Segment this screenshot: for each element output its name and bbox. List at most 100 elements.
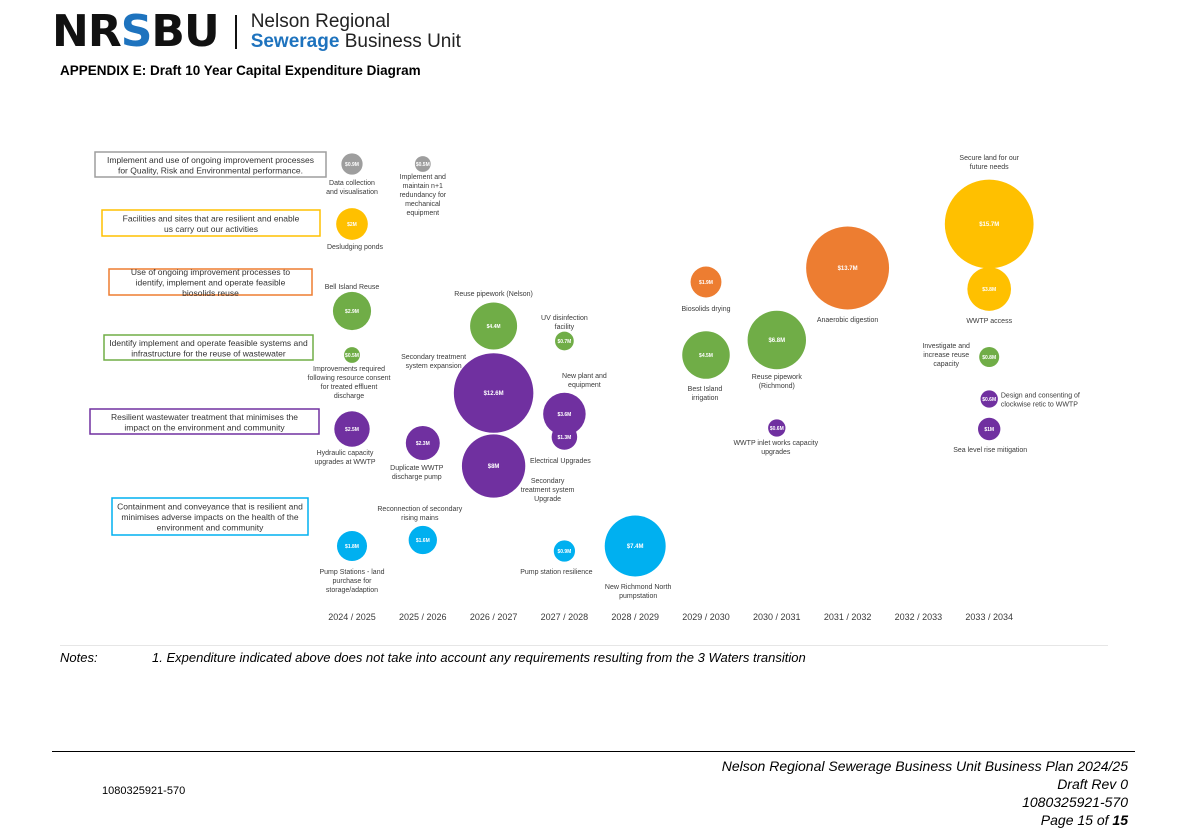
bubble-label: WWTP inlet works capacity upgrades <box>733 440 818 456</box>
bubble-green <box>470 302 518 350</box>
bubble-value-label: $6.8M <box>768 338 785 344</box>
bubble-value-label: $1.3M <box>557 435 571 441</box>
bubble-value-label: $0.6M <box>982 397 996 403</box>
notes-text: 1. Expenditure indicated above does not … <box>152 650 806 665</box>
legend-label: Implement and use of ongoing improvement… <box>107 155 314 176</box>
logo-mark: NRSBU <box>52 6 220 57</box>
bubble-label: Implement and maintain n+1 redundancy for m… <box>399 174 446 217</box>
bubble-label: Improvements required following resource … <box>308 366 391 400</box>
x-tick-label: 2024 / 2025 <box>328 612 376 622</box>
bubble-value-label: $2.5M <box>345 427 359 433</box>
bubble-label: Reuse pipework (Nelson) <box>454 291 533 298</box>
bubble-value-label: $0.5M <box>416 162 430 168</box>
legend-label: Identify implement and operate feasible … <box>109 338 308 359</box>
bubble-yellow <box>944 179 1034 269</box>
bubble-value-label: $1.8M <box>345 544 359 550</box>
bubble-label: Reconnection of secondary rising mains <box>377 506 462 522</box>
footer-doc-id: 1080325921-570 <box>102 785 186 797</box>
bubble-green <box>682 331 730 379</box>
legend-label: Resilient wastewater treatment that mini… <box>111 412 298 433</box>
bubble-value-label: $3.8M <box>982 287 996 293</box>
bubble-blue <box>408 525 437 555</box>
bubble-purple <box>334 411 370 447</box>
logo-line1: Nelson Regional <box>250 11 391 32</box>
bubble-value-label: $2.9M <box>345 309 359 315</box>
bubble-label: Biosolids drying <box>681 306 730 313</box>
bubble-green <box>332 291 372 331</box>
x-tick-label: 2033 / 2034 <box>965 612 1013 622</box>
bubble-value-label: $13.7M <box>838 266 858 272</box>
footer-doc-number: 1080325921-570 <box>1022 794 1128 810</box>
notes-divider <box>60 645 1108 646</box>
notes-label: Notes: <box>60 650 98 665</box>
legend-box-blue <box>111 497 309 536</box>
bubble-orange <box>806 226 890 310</box>
bubble-label: UV disinfection facility <box>541 315 588 331</box>
legend-label: Facilities and sites that are resilient … <box>123 213 300 234</box>
footer-info: Nelson Regional Sewerage Business Unit B… <box>722 757 1128 829</box>
bubble-label: Secondary treatment system Upgrade <box>521 478 575 503</box>
bubble-label: Reuse pipework (Richmond) <box>752 374 803 390</box>
bubble-purple <box>551 424 578 450</box>
bubble-value-label: $1.9M <box>699 280 713 286</box>
appendix-title: APPENDIX E: Draft 10 Year Capital Expend… <box>60 63 421 78</box>
x-tick-label: 2027 / 2028 <box>541 612 589 622</box>
footer-page: Page 15 of 15 <box>1040 812 1128 828</box>
bubble-label: Pump Stations - land purchase for storage/… <box>320 569 385 594</box>
bubble-value-label: $0.9M <box>345 162 359 168</box>
bubble-label: Anaerobic digestion <box>817 317 879 324</box>
legend-box-grey <box>94 151 327 178</box>
bubble-value-label: $2M <box>347 222 357 228</box>
bubble-yellow <box>967 267 1012 311</box>
bubble-value-label: $1M <box>984 427 994 433</box>
bubble-value-label: $15.7M <box>979 222 999 228</box>
bubble-blue <box>336 530 368 562</box>
x-tick-label: 2029 / 2030 <box>682 612 730 622</box>
bubble-value-label: $0.9M <box>557 549 571 555</box>
bubble-value-label: $0.8M <box>982 355 996 361</box>
bubble-purple <box>543 392 586 436</box>
footer-title: Nelson Regional Sewerage Business Unit B… <box>721 758 1128 774</box>
bubble-value-label: $0.6M <box>770 426 784 432</box>
bubble-value-label: $2.3M <box>416 441 430 447</box>
legend-box-green <box>103 334 314 361</box>
bubble-green <box>344 347 360 363</box>
logo-divider <box>234 15 237 49</box>
logo-line2: Sewerage Business Unit <box>250 31 461 52</box>
bubble-label: Best Island irrigation <box>688 386 723 402</box>
bubble-purple <box>405 426 440 460</box>
bubble-label: Secure land for our future needs <box>959 155 1019 171</box>
legend-box-orange <box>108 268 313 296</box>
bubble-green <box>747 310 807 370</box>
bubble-purple <box>978 417 1001 441</box>
bubble-purple <box>461 434 526 498</box>
bubble-value-label: $0.5M <box>345 353 359 359</box>
bubble-orange <box>690 266 722 298</box>
x-tick-label: 2028 / 2029 <box>611 612 659 622</box>
nrsbu-logo: NRSBU Nelson Regional Sewerage Business … <box>52 8 461 56</box>
bubble-grey <box>341 153 363 175</box>
bubble-label: Pump station resilience <box>520 569 592 576</box>
bubble-label: Sea level rise mitigation <box>953 447 1027 454</box>
x-tick-label: 2032 / 2033 <box>895 612 943 622</box>
bubble-label: WWTP access <box>966 318 1012 325</box>
bubble-label: Data collection and visualisation <box>326 180 378 196</box>
x-tick-label: 2025 / 2026 <box>399 612 447 622</box>
bubble-label: Investigate and increase reuse capacity <box>922 343 970 368</box>
bubble-value-label: $8M <box>488 464 500 470</box>
bubble-value-label: $12.6M <box>484 391 504 397</box>
bubble-label: Desludging ponds <box>327 244 384 251</box>
bubble-blue <box>604 515 666 577</box>
bubble-label: Electrical Upgrades <box>530 458 591 465</box>
bubble-grey <box>414 156 431 172</box>
bubble-blue <box>553 540 576 562</box>
bubble-purple <box>768 419 786 437</box>
legend-label: Use of ongoing improvement processes to i… <box>131 267 290 298</box>
bubble-purple <box>980 390 998 408</box>
bubble-value-label: $4.4M <box>487 324 501 330</box>
legend-label: Containment and conveyance that is resil… <box>117 502 303 533</box>
bubble-value-label: $4.5M <box>699 353 713 359</box>
bubble-green <box>555 331 574 351</box>
bubble-value-label: $0.7M <box>557 339 571 345</box>
logo-wordmark: Nelson Regional Sewerage Business Unit <box>251 12 461 52</box>
